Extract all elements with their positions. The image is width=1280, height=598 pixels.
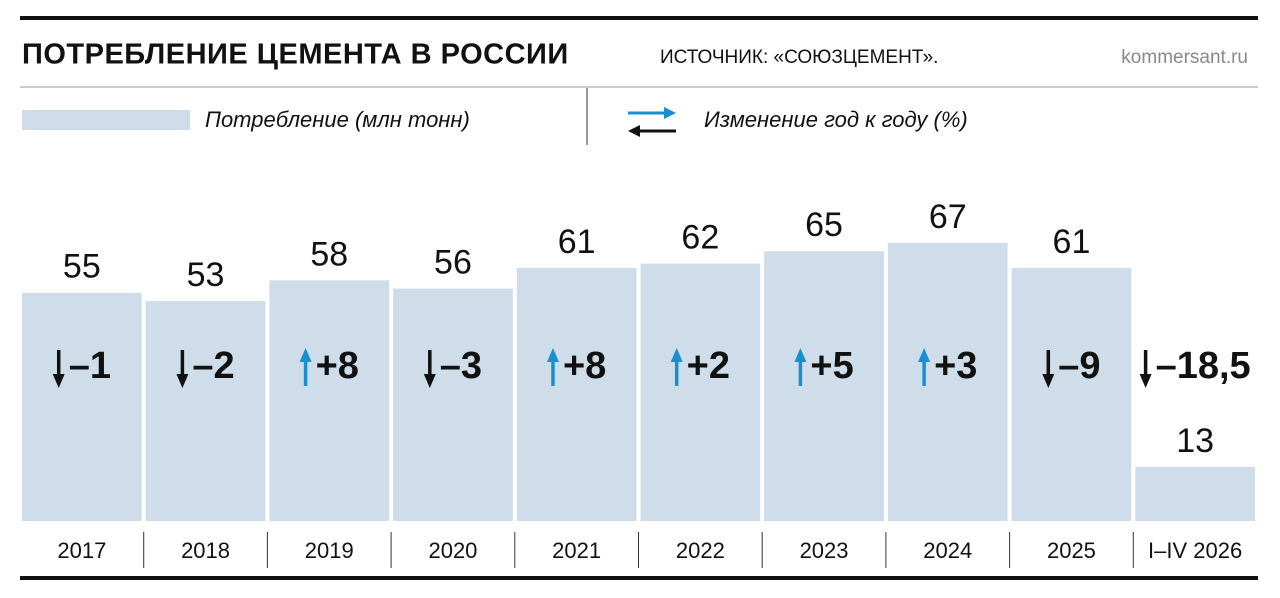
change-arrow — [1042, 350, 1055, 388]
bar — [393, 288, 513, 521]
x-tick-label: 2019 — [305, 538, 354, 563]
bar — [516, 267, 637, 521]
change-arrow — [670, 348, 683, 386]
change-label: –2 — [192, 345, 234, 387]
change-arrow — [299, 348, 312, 386]
x-tick-label: 2020 — [428, 538, 477, 563]
x-tick-label: I–IV 2026 — [1148, 538, 1242, 563]
change-arrow — [176, 350, 189, 388]
change-label: –1 — [69, 345, 111, 387]
change-label: –3 — [440, 345, 482, 387]
x-tick-label: 2024 — [923, 538, 972, 563]
value-label: 65 — [805, 206, 843, 244]
value-label: 62 — [681, 219, 719, 257]
change-label: +8 — [563, 345, 606, 387]
value-label: 56 — [434, 244, 472, 282]
x-tick-label: 2021 — [552, 538, 601, 563]
bar — [22, 292, 142, 521]
bar — [145, 301, 266, 521]
bar — [640, 263, 761, 521]
change-label: +5 — [810, 345, 853, 387]
site-name: kommersant.ru — [1121, 47, 1248, 68]
value-label: 61 — [558, 223, 596, 261]
x-tick-label: 2018 — [181, 538, 230, 563]
x-tick-label: 2022 — [676, 538, 725, 563]
chart-subtitle: ИСТОЧНИК: «СОЮЗЦЕМЕНТ». — [660, 47, 938, 68]
change-arrow — [546, 348, 559, 386]
value-label: 67 — [929, 198, 967, 236]
x-tick-label: 2017 — [57, 538, 106, 563]
bar — [1135, 467, 1255, 521]
change-label: –9 — [1058, 345, 1100, 387]
x-tick-label: 2025 — [1047, 538, 1096, 563]
change-arrow — [52, 350, 65, 388]
legend-arrows — [628, 107, 676, 137]
top-rule — [20, 16, 1258, 20]
chart-title: ПОТРЕБЛЕНИЕ ЦЕМЕНТА В РОССИИ — [22, 39, 569, 71]
value-label: 13 — [1176, 422, 1214, 460]
change-label: +8 — [316, 345, 359, 387]
bar — [764, 251, 884, 521]
change-arrow — [423, 350, 436, 388]
change-arrow — [1139, 350, 1152, 388]
change-arrow — [794, 348, 807, 386]
change-label: –18,5 — [1156, 345, 1251, 387]
bar — [269, 280, 390, 521]
change-label: +3 — [934, 345, 977, 387]
change-label: +2 — [687, 345, 730, 387]
value-label: 58 — [310, 235, 348, 273]
change-arrow — [918, 348, 931, 386]
legend-label: Потребление (млн тонн) — [205, 107, 470, 132]
bottom-rule — [20, 576, 1258, 580]
value-label: 55 — [63, 248, 101, 286]
x-tick-label: 2023 — [800, 538, 849, 563]
legend-swatch — [22, 110, 190, 130]
value-label: 61 — [1053, 223, 1091, 261]
legend-label: Изменение год к году (%) — [704, 107, 968, 132]
bar — [887, 242, 1008, 521]
bar — [1011, 267, 1132, 521]
value-label: 53 — [187, 256, 225, 294]
